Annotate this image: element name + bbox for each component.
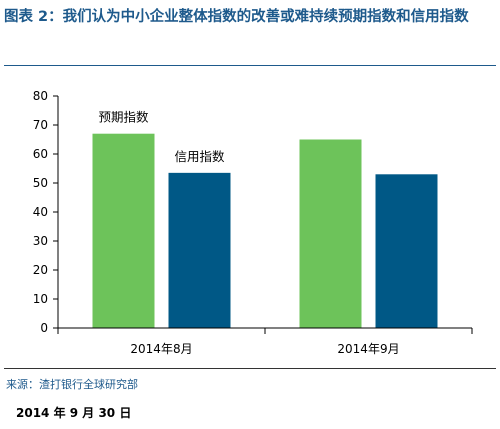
title-divider — [4, 65, 496, 66]
y-tick-label: 80 — [33, 89, 48, 103]
bars — [92, 133, 438, 328]
bar — [168, 172, 231, 328]
series-label: 预期指数 — [98, 110, 149, 125]
y-tick-label: 10 — [33, 292, 48, 306]
y-tick-label: 70 — [33, 118, 48, 132]
x-axis: 2014年8月 2014年9月 — [57, 327, 473, 356]
series-label: 信用指数 — [174, 149, 225, 164]
bar — [92, 133, 155, 328]
report-date: 2014 年 9 月 30 日 — [16, 406, 132, 420]
y-tick-label: 0 — [40, 321, 48, 335]
x-tick-label: 2014年9月 — [337, 342, 399, 356]
x-tick-label: 2014年8月 — [130, 342, 192, 356]
bar-chart: 0 10 20 30 40 50 60 70 80 2014年8月 2014年9月 预期指数信用指… — [33, 89, 473, 356]
y-tick-label: 60 — [33, 147, 48, 161]
bar — [375, 174, 438, 328]
y-tick-label: 20 — [33, 263, 48, 277]
y-tick-label: 30 — [33, 234, 48, 248]
footer-divider — [4, 368, 496, 369]
y-axis: 0 10 20 30 40 50 60 70 80 — [33, 89, 59, 335]
y-tick-label: 50 — [33, 176, 48, 190]
source-note: 来源：渣打银行全球研究部 — [6, 378, 138, 391]
y-tick-label: 40 — [33, 205, 48, 219]
bar — [299, 139, 362, 328]
page-title: 图表 2：我们认为中小企业整体指数的改善或难持续预期指数和信用指数 — [4, 9, 469, 25]
